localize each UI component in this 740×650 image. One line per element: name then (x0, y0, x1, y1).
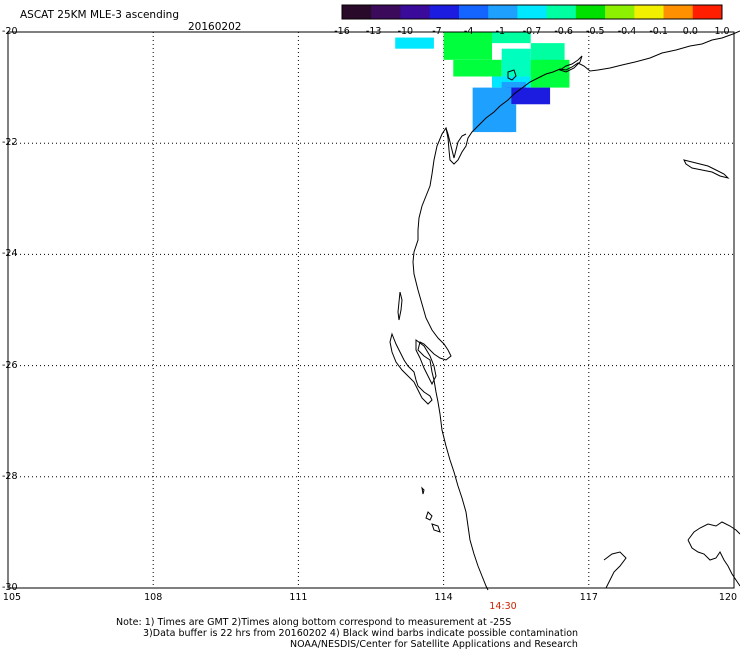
coastline-shark-bay (389, 332, 433, 405)
coastline-peron-peninsula (415, 339, 437, 386)
colorbar-segment (488, 5, 518, 19)
colorbar-segment (517, 5, 548, 19)
latitude-label: -24 (2, 248, 18, 260)
latitude-label: -20 (2, 26, 18, 37)
swath-cell (501, 104, 517, 133)
longitude-label: 120 (718, 592, 738, 603)
colorbar-segment (546, 5, 577, 19)
colorbar-label: -0.1 (649, 26, 668, 37)
lat-lon-grid (8, 32, 734, 588)
colorbar-label: -16 (334, 26, 350, 37)
coastline-dirk-hartog (397, 291, 403, 321)
swath-cell (395, 37, 434, 49)
coastline (389, 30, 740, 591)
latitude-label: -22 (2, 137, 18, 149)
island-abrolhos-2 (425, 511, 433, 521)
colorbar-label: 0.0 (682, 26, 698, 37)
colorbar-label: -1 (495, 26, 506, 37)
swath-cell (506, 87, 551, 105)
colorbar-segment (575, 5, 606, 19)
colorbar-segment (605, 5, 635, 19)
colorbar-label: -4 (463, 26, 474, 37)
swath-cell (492, 32, 531, 44)
chart-title: ASCAT 25KM MLE-3 ascending (20, 9, 179, 21)
note-line-3: NOAA/NESDIS/Center for Satellite Applica… (290, 639, 578, 650)
plot-frame (7, 31, 735, 589)
island-dampier (558, 55, 583, 73)
colorbar-segment (692, 5, 723, 19)
swath-cell (501, 48, 531, 77)
colorbar-label: -0.4 (617, 26, 637, 37)
coastline-south-right (687, 521, 740, 587)
colorbar-label: -7 (432, 26, 442, 37)
swath-cell (453, 59, 502, 77)
latitude-label: -28 (2, 470, 18, 482)
colorbar-label: -0.7 (522, 26, 542, 37)
colorbar-segment (458, 5, 489, 19)
colorbar-label: -0.5 (586, 26, 605, 37)
island-east (683, 159, 730, 179)
note-line-1: Note: 1) Times are GMT 2)Times along bot… (116, 617, 512, 628)
island-abrolhos-1 (421, 486, 425, 495)
colorbar-label: -0.6 (554, 26, 573, 37)
chart-date: 20160202 (188, 21, 242, 33)
plot-area (7, 30, 740, 591)
island-abrolhos-3 (431, 523, 441, 533)
island-barrow (507, 69, 517, 81)
note-line-2: 3)Data buffer is 22 hrs from 20160202 4)… (143, 628, 579, 639)
latitude-label: -30 (2, 582, 18, 593)
swath-cell (443, 32, 492, 60)
wind-swath (395, 32, 570, 133)
colorbar-label: 1.0 (714, 26, 730, 37)
colorbar-segment (429, 5, 460, 19)
longitude-label: 117 (579, 592, 598, 603)
colorbar (341, 4, 723, 20)
longitude-label: 105 (2, 592, 22, 603)
colorbar-segment (663, 5, 694, 19)
colorbar-segment (342, 5, 372, 19)
latitude-label: -26 (2, 359, 18, 371)
colorbar-segment (400, 5, 431, 19)
coastline-south-middle (603, 551, 627, 589)
colorbar-frame (341, 4, 723, 20)
time-label: 14:30 (489, 601, 517, 612)
longitude-label: 111 (289, 592, 308, 603)
colorbar-label: -13 (365, 26, 382, 37)
coastline-mainland (412, 30, 740, 591)
colorbar-segment (634, 5, 665, 19)
longitude-label: 108 (144, 592, 163, 603)
longitude-label: 114 (434, 592, 453, 603)
swath-cell (530, 59, 570, 88)
coastline-north-west-cape (445, 127, 467, 159)
colorbar-segment (371, 5, 401, 19)
colorbar-label: -10 (397, 26, 414, 37)
